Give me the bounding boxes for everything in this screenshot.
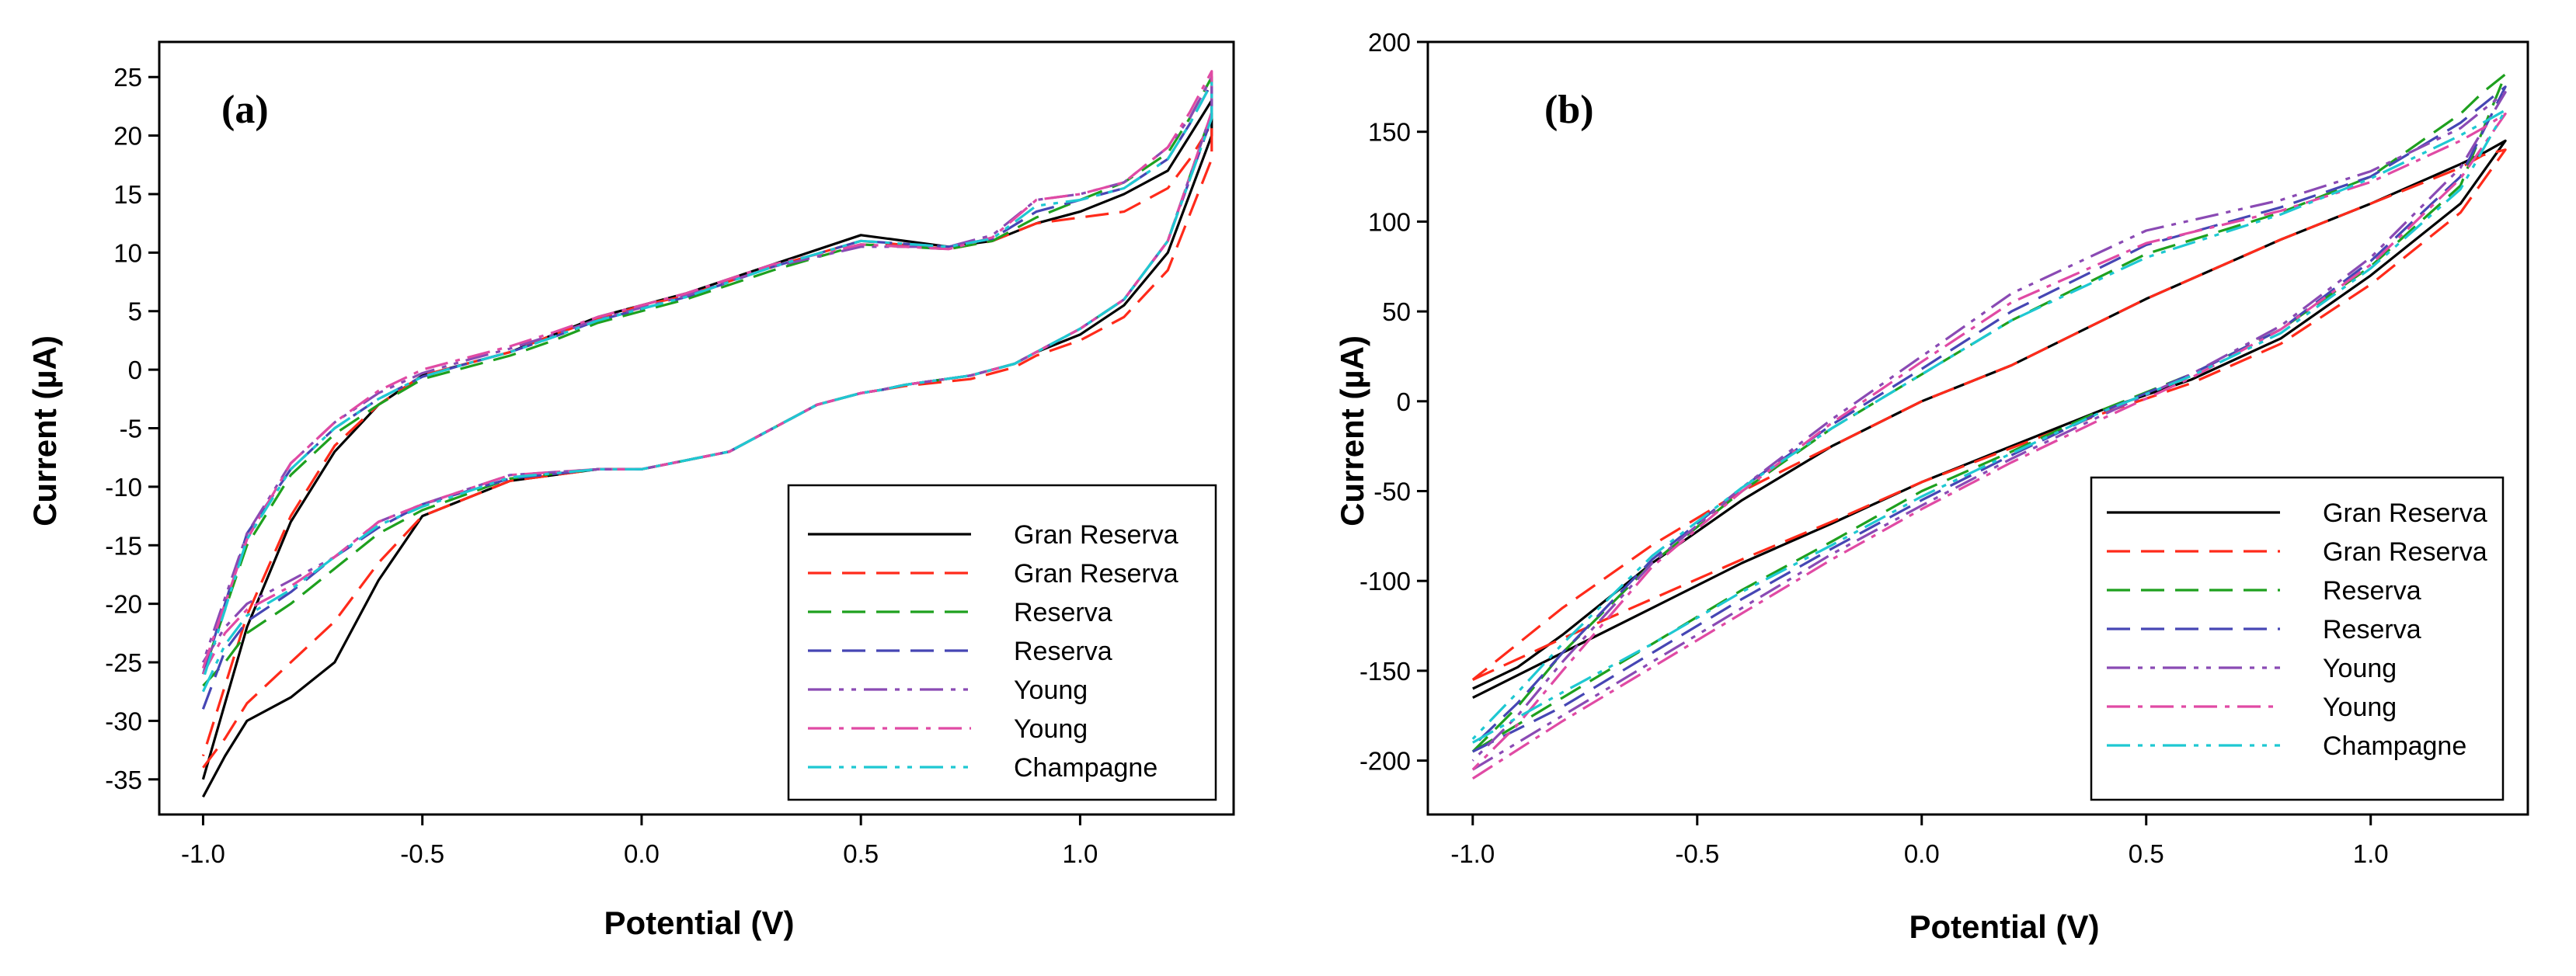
panel-a-legend-label: Young <box>1014 714 1088 744</box>
panel-a-x-axis: -1.0 -0.5 0.0 0.5 1.0 <box>181 814 1098 868</box>
panel-a-y-tick-label: -30 <box>105 707 142 735</box>
panel-a-y-tick-label: -5 <box>120 415 142 443</box>
panel-a-y-tick-label: 10 <box>113 238 142 267</box>
panel-a-y-tick-label: -35 <box>105 766 142 794</box>
panel-label-b: (b) <box>1544 88 1594 132</box>
panel-a-marks <box>201 70 1213 798</box>
panel-a-y-tick-label: 15 <box>113 180 142 209</box>
panel-b-series-line <box>1471 113 2507 780</box>
panel-b-y-tick-label: 0 <box>1397 387 1411 416</box>
panel-b-y-tick-label: 100 <box>1368 207 1411 236</box>
panel-a-series-line <box>201 122 1213 769</box>
panel-b-series-line <box>1471 73 2507 753</box>
panel-b-legend-label: Gran Reserva <box>2323 537 2487 567</box>
panel-a-y-axis: 25 20 15 10 5 0 -5 -10 -15 -20 -25 -30 -35 <box>105 63 159 794</box>
panel-b-y-tick-label: -50 <box>1373 477 1411 505</box>
panel-a-x-label: Potential (V) <box>604 905 794 941</box>
panel-b-x-tick-label: 0.5 <box>2129 839 2164 868</box>
panel-a-x-tick-label: 0.0 <box>624 839 660 868</box>
panel-a-y-tick-label: 5 <box>128 297 142 326</box>
panel-a-x-tick-label: -1.0 <box>181 839 225 868</box>
panel-b-legend-label: Reserva <box>2323 576 2421 606</box>
panel-a-y-tick-label: 0 <box>128 356 142 384</box>
panel-a-y-tick-label: 25 <box>113 63 142 92</box>
panel-b-frame <box>1426 40 2529 816</box>
panel-a-y-label: Current (µA) <box>26 335 63 526</box>
panel-b-x-label: Potential (V) <box>1909 908 2099 945</box>
panel-b-x-tick-label: -1.0 <box>1450 839 1495 868</box>
panel-a-legend-label: Reserva <box>1014 637 1112 666</box>
panel-a-y-tick-label: -20 <box>105 590 142 619</box>
panel-b-y-tick-label: -100 <box>1359 567 1411 596</box>
panel-a-legend-label: Young <box>1014 676 1088 705</box>
panel-a-y-tick-label: 20 <box>113 122 142 151</box>
panel-b-legend-box <box>2090 476 2505 801</box>
panel-label-a: (a) <box>221 88 269 132</box>
panel-b-series-line <box>1472 139 2507 700</box>
panel-b-series-line <box>1471 148 2507 681</box>
panel-a-y-tick-label: -25 <box>105 648 142 677</box>
panel-b-y-tick-label: -150 <box>1359 657 1411 686</box>
panel-a-legend: Gran Reserva Gran Reserva Reserva Reserva Yo… <box>787 484 1217 801</box>
panel-b-marks <box>1471 73 2507 780</box>
panel-a-legend-label: Gran Reserva <box>1014 559 1178 589</box>
panel-a-x-tick-label: -0.5 <box>400 839 444 868</box>
panel-b-x-axis: -1.0 -0.5 0.0 0.5 1.0 <box>1450 814 2389 868</box>
panel-b-legend-label: Champagne <box>2323 731 2466 761</box>
panel-b-legend-label: Gran Reserva <box>2323 498 2487 528</box>
panel-a-series-line <box>201 70 1213 675</box>
panel-a-legend-label: Champagne <box>1014 753 1157 783</box>
panel-b-x-tick-label: 0.0 <box>1904 839 1940 868</box>
panel-b-x-tick-label: -0.5 <box>1675 839 1719 868</box>
panel-b-legend-label: Young <box>2323 654 2397 683</box>
panel-b-legend-label: Young <box>2323 693 2397 722</box>
panel-b-x-tick-label: 1.0 <box>2353 839 2389 868</box>
panel-b-y-tick-label: 150 <box>1368 118 1411 147</box>
panel-b-series-line <box>1471 109 2507 744</box>
panel-a-y-tick-label: -10 <box>105 473 142 502</box>
panel-b-legend-label: Reserva <box>2323 615 2421 644</box>
panel-b-series-line <box>1471 91 2507 771</box>
panel-b-y-tick-label: -200 <box>1359 747 1411 776</box>
panel-a-legend-label: Reserva <box>1014 598 1112 627</box>
chart-panel-b: (b) 200 150 100 50 0 -50 -100 -150 -200 -1.0 -0.5… <box>1334 28 2529 945</box>
panel-b-legend: Gran Reserva Gran Reserva Reserva Reserva Yo… <box>2090 476 2505 801</box>
panel-a-y-tick-label: -15 <box>105 531 142 560</box>
panel-a-series-line <box>201 82 1213 693</box>
panel-a-legend-label: Gran Reserva <box>1014 520 1178 550</box>
panel-b-y-axis: 200 150 100 50 0 -50 -100 -150 -200 <box>1359 28 1428 776</box>
panel-b-y-tick-label: 200 <box>1368 28 1411 57</box>
panel-a-x-tick-label: 1.0 <box>1062 839 1098 868</box>
panel-a-x-tick-label: 0.5 <box>843 839 879 868</box>
panel-b-y-tick-label: 50 <box>1382 297 1411 326</box>
panel-b-y-label: Current (µA) <box>1334 335 1370 526</box>
panel-a-legend-box <box>787 484 1217 801</box>
